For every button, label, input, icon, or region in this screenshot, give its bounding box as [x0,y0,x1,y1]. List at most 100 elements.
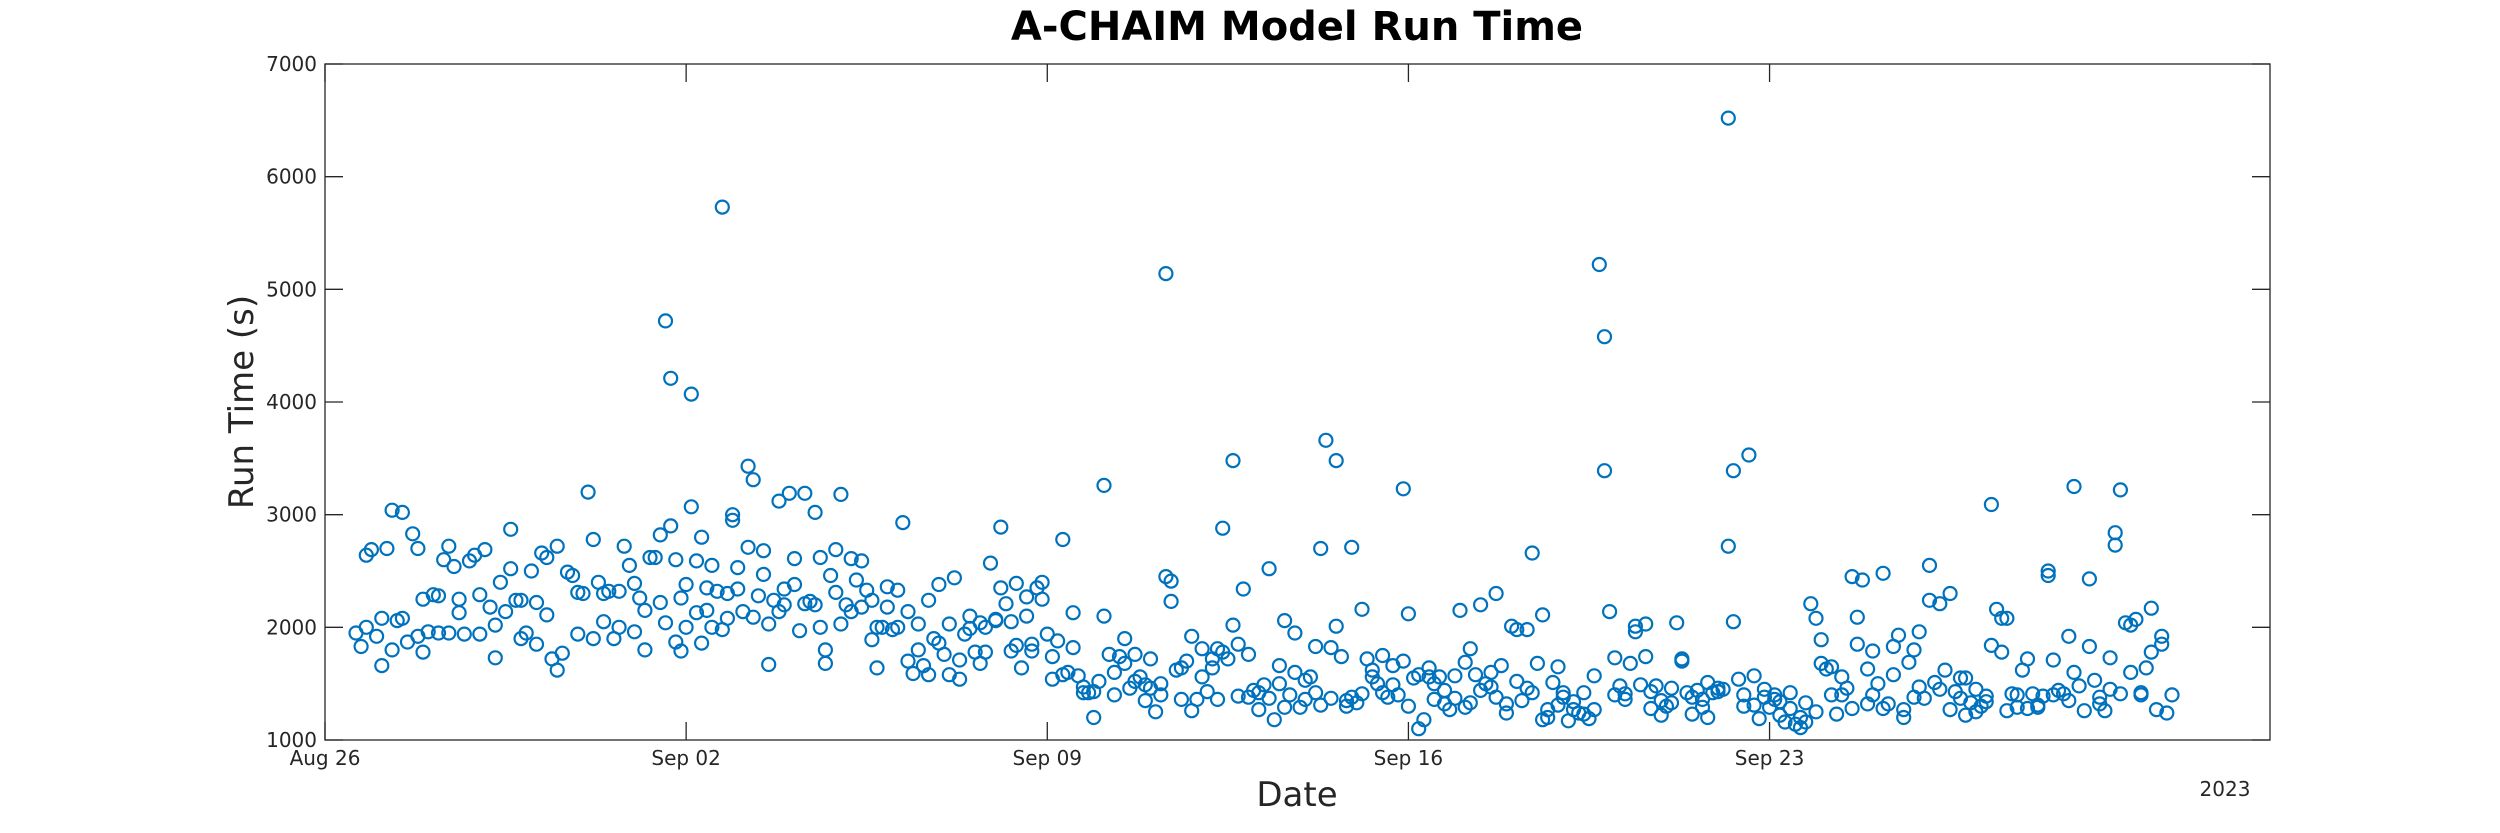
data-point [673,590,689,606]
x-tick-label: Sep 09 [1013,746,1083,770]
data-point [1591,256,1607,273]
data-point [1921,592,1938,608]
data-point [1772,694,1788,710]
data-point [647,549,663,566]
data-point [564,567,581,584]
data-point [601,583,617,599]
data-point [1519,621,1535,638]
data-point [797,485,813,501]
data-point [1798,714,1814,730]
data-point [704,557,720,574]
data-point [1586,668,1602,684]
data-point [2112,686,2128,702]
data-point [1596,329,1613,345]
data-point [1488,689,1504,705]
data-point [812,619,828,635]
data-point [1885,667,1902,683]
data-point [668,552,684,568]
data-point [1627,618,1644,634]
y-tick-label: 3000 [266,503,317,527]
data-point [637,642,653,658]
data-point [1901,654,1917,670]
data-point [1782,685,1798,701]
data-point [1395,481,1411,497]
data-point [1194,669,1210,685]
x-tick-label: Sep 23 [1735,746,1805,770]
data-point [1117,655,1133,672]
data-point [853,599,870,615]
data-point [1292,699,1308,715]
data-point [657,313,674,329]
data-point [977,644,994,660]
data-point [477,541,493,558]
data-point [1240,646,1257,663]
data-point [905,665,921,682]
data-point [410,540,426,557]
data-point [1994,644,2010,660]
data-point [864,632,880,648]
data-point [472,587,488,603]
data-point [1890,627,1907,643]
data-point [1142,651,1159,667]
data-point [1648,678,1664,694]
data-point [791,623,808,639]
data-point [1957,707,1974,723]
data-point [1235,581,1251,597]
data-point [1720,110,1736,126]
data-point [951,652,968,668]
x-tick-label: Aug 26 [290,746,361,770]
data-point [1932,596,1948,612]
y-tick-label: 4000 [266,390,317,414]
data-point [1003,614,1019,630]
data-point [436,552,452,568]
data-point [1307,685,1324,701]
data-point [637,602,653,619]
data-point [1354,601,1370,617]
data-point [2081,638,2097,655]
data-point [688,605,705,621]
data-point [1911,624,1927,640]
data-point [843,550,859,567]
data-point [869,660,885,676]
y-tick-label: 1000 [266,728,317,752]
data-point [441,538,457,554]
data-point [2081,571,2097,587]
data-point [833,486,849,502]
data-point [1844,700,1860,717]
data-point [518,625,534,641]
data-point [890,619,906,635]
data-point [1225,453,1241,469]
data-point [812,549,828,566]
data-point [745,472,761,488]
data-point [683,386,699,402]
data-point [1307,638,1324,655]
data-point [776,597,792,613]
data-point [652,527,668,543]
data-point [1318,432,1334,448]
data-point [745,609,761,625]
data-point [1447,668,1463,684]
data-point [1859,661,1876,677]
data-point [1184,628,1200,644]
data-point [1400,698,1417,714]
data-point [709,583,725,599]
data-point [1044,648,1061,665]
data-point [1534,607,1551,623]
data-point [683,499,699,515]
data-point [1323,690,1339,706]
data-point [1937,662,1953,678]
data-point [1509,673,1525,690]
data-point [1674,651,1690,667]
data-point [1978,694,1994,710]
data-point [761,616,777,632]
data-point [1983,637,2000,654]
data-point [1720,538,1736,554]
y-tick-label: 6000 [266,165,317,189]
data-point [1725,614,1742,630]
data-point [1957,670,1974,686]
data-point [503,561,519,577]
data-point [693,635,710,651]
data-point [1643,700,1659,717]
data-point [1271,676,1288,692]
data-point [575,585,591,602]
